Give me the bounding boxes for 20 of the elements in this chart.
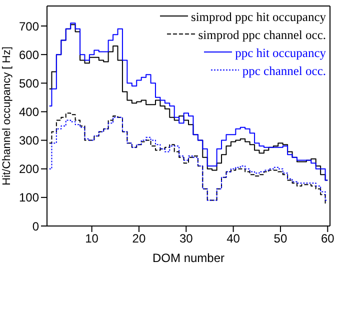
x-tick-label: 10 xyxy=(85,232,99,246)
x-tick-label: 30 xyxy=(179,232,194,246)
x-axis-title: DOM number xyxy=(152,251,225,265)
y-tick-label: 100 xyxy=(18,190,40,205)
x-tick-label: 20 xyxy=(132,232,146,246)
legend-label: simprod ppc channel occ. xyxy=(197,27,326,44)
y-tick-label: 500 xyxy=(18,76,40,90)
x-tick-label: 60 xyxy=(320,232,335,246)
y-tick-label: 0 xyxy=(32,219,40,234)
y-tick-label: 400 xyxy=(18,104,40,119)
y-tick-label: 700 xyxy=(18,19,40,34)
legend-label: ppc hit occupancy xyxy=(234,45,326,62)
y-tick-label: 300 xyxy=(18,134,40,148)
x-tick-label: 40 xyxy=(226,232,240,246)
legend-label: ppc channel occ. xyxy=(241,63,326,80)
y-tick-label: 600 xyxy=(18,48,40,62)
x-tick-label: 50 xyxy=(274,232,288,246)
legend-label: simprod ppc hit occupancy xyxy=(190,9,326,26)
y-axis-title: Hit/Channel occupancy [ Hz] xyxy=(1,46,13,186)
y-tick-label: 200 xyxy=(18,162,40,176)
